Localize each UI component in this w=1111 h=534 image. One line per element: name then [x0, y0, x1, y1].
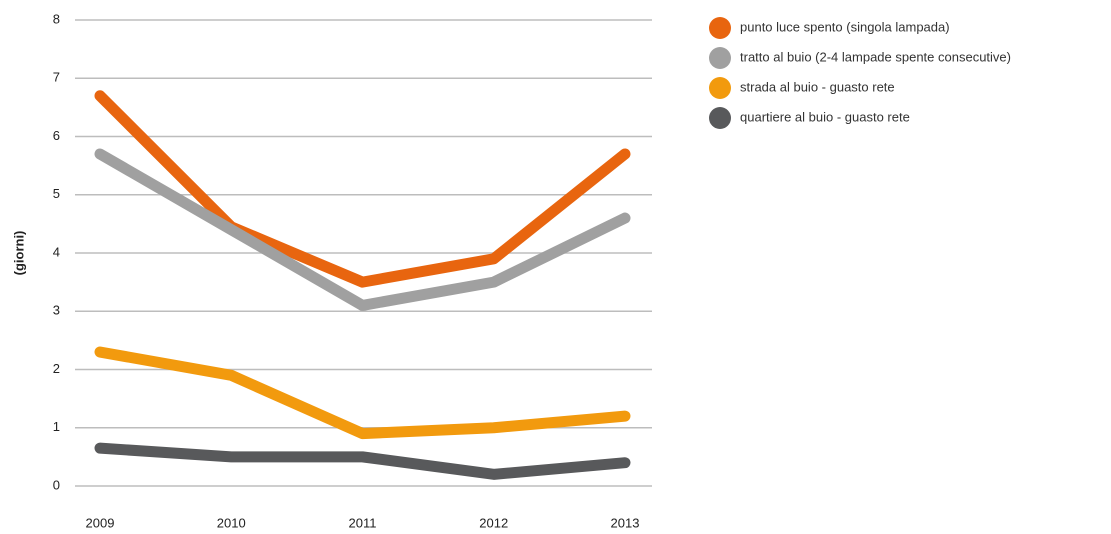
line-series: [94, 90, 631, 288]
y-tick-label: 4: [53, 244, 60, 259]
x-tick-label: 2010: [217, 515, 246, 530]
y-tick-label: 3: [53, 303, 60, 318]
x-tick-label: 2012: [479, 515, 508, 530]
legend-label: quartiere al buio - guasto rete: [740, 109, 910, 124]
legend-label: punto luce spento (singola lampada): [740, 19, 950, 34]
legend-label: tratto al buio (2-4 lampade spente conse…: [740, 49, 1011, 64]
y-tick-label: 1: [53, 419, 60, 434]
line-series: [94, 346, 631, 440]
y-tick-label: 0: [53, 477, 60, 492]
y-tick-label: 8: [53, 11, 60, 26]
y-tick-label: 2: [53, 361, 60, 376]
y-tick-label: 7: [53, 70, 60, 85]
legend-swatch: [709, 17, 731, 39]
line-series: [94, 442, 631, 480]
legend-swatch: [709, 107, 731, 129]
legend-swatch: [709, 47, 731, 69]
x-tick-label: 2011: [349, 515, 377, 530]
x-tick-label: 2009: [86, 515, 115, 530]
y-axis-label: (giorni): [11, 231, 26, 276]
y-tick-label: 6: [53, 128, 60, 143]
legend-label: strada al buio - guasto rete: [740, 79, 895, 94]
legend-swatch: [709, 77, 731, 99]
x-tick-label: 2013: [611, 515, 640, 530]
line-series: [94, 148, 631, 311]
y-tick-label: 5: [53, 186, 60, 201]
